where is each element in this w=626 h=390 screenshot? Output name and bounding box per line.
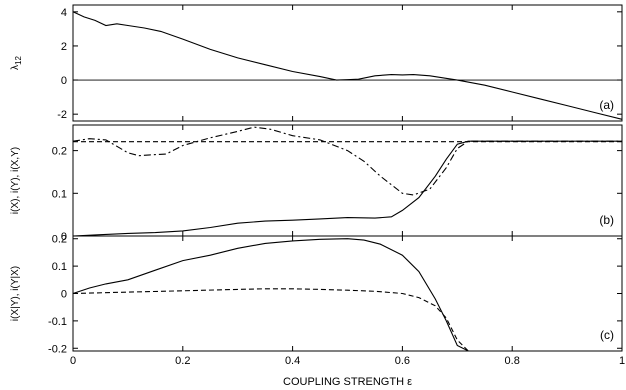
panel-0-series-solid-line: [72, 11, 623, 120]
panel-1-series-solid-line: [72, 140, 622, 237]
xtick-label: 0.6: [395, 355, 410, 367]
panel-1-ylabel: i(X), i(Y), i(X,Y): [10, 147, 21, 214]
xtick-label: 1: [619, 355, 625, 367]
xtick-label: 0.4: [285, 355, 300, 367]
panel-1-series-dashdot-line: [72, 126, 622, 196]
panel-1-label: (b): [599, 213, 614, 227]
panel-0-frame: [72, 4, 623, 122]
panel-2-series-solid-line: [72, 238, 622, 352]
xtick-label: 0: [70, 355, 76, 367]
panel-2-ytick-label: 0.1: [52, 261, 67, 273]
panel-0-ytick-label: -2: [57, 109, 67, 121]
panel-2-ytick-label: 0: [61, 289, 67, 301]
panel-0-ytick-label: 0: [61, 75, 67, 87]
panel-2-ytick-label: -0.1: [48, 316, 67, 328]
panel-2-frame: [72, 235, 623, 352]
panel-0-label: (a): [599, 98, 614, 112]
xtick-label: 0.8: [505, 355, 520, 367]
panel-1-ytick-label: 0: [61, 231, 67, 243]
panel-1-ytick-label: 0.2: [52, 146, 67, 158]
panel-2-ytick-label: -0.2: [48, 343, 67, 355]
panel-2-ylabel: i(X|Y), i(Y|X): [10, 266, 21, 321]
panel-2-ytick-label: 0.2: [52, 234, 67, 246]
panel-1-ytick-label: 0.1: [52, 188, 67, 200]
x-axis-label: COUPLING STRENGTH ε: [283, 376, 412, 388]
panel-0-ytick-label: 2: [61, 41, 67, 53]
panel-0-ytick-label: 4: [61, 7, 67, 19]
panel-2-label: (c): [600, 328, 614, 342]
xtick-label: 0.2: [175, 355, 190, 367]
panel-2-series-dashed-line: [72, 288, 622, 352]
panel-0-ylabel: λ12: [10, 56, 23, 70]
